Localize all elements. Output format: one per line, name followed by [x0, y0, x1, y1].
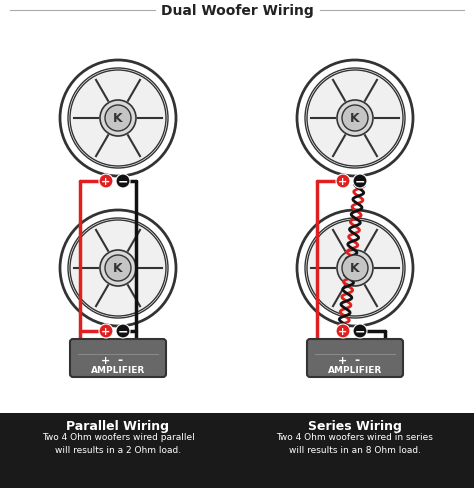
Text: −: −	[118, 325, 128, 338]
Bar	[0, 413, 474, 488]
Circle shape	[116, 175, 130, 189]
Circle shape	[99, 325, 113, 338]
Text: K: K	[350, 112, 360, 125]
Circle shape	[307, 221, 403, 316]
Circle shape	[342, 106, 368, 132]
Text: +: +	[338, 177, 347, 186]
FancyBboxPatch shape	[70, 339, 166, 377]
Circle shape	[105, 256, 131, 282]
Text: AMPLIFIER: AMPLIFIER	[328, 366, 382, 375]
Circle shape	[100, 101, 136, 137]
Circle shape	[116, 325, 130, 338]
Text: -: -	[118, 354, 123, 367]
Text: K: K	[113, 262, 123, 275]
Text: +: +	[101, 326, 110, 336]
Text: −: −	[355, 175, 365, 188]
Circle shape	[337, 101, 373, 137]
Circle shape	[99, 175, 113, 189]
Text: Two 4 Ohm woofers wired in series
will results in an 8 Ohm load.: Two 4 Ohm woofers wired in series will r…	[276, 432, 433, 454]
Text: +: +	[338, 355, 347, 365]
Circle shape	[336, 175, 350, 189]
Text: AMPLIFIER: AMPLIFIER	[91, 366, 145, 375]
Circle shape	[353, 325, 367, 338]
Text: Two 4 Ohm woofers wired parallel
will results in a 2 Ohm load.: Two 4 Ohm woofers wired parallel will re…	[42, 432, 194, 454]
Circle shape	[307, 71, 403, 167]
Circle shape	[100, 250, 136, 286]
Text: −: −	[355, 325, 365, 338]
Circle shape	[337, 250, 373, 286]
Text: -: -	[355, 354, 360, 367]
Text: +: +	[101, 355, 110, 365]
Text: Dual Woofer Wiring: Dual Woofer Wiring	[161, 4, 313, 18]
Circle shape	[336, 325, 350, 338]
Text: −: −	[118, 175, 128, 188]
Text: K: K	[113, 112, 123, 125]
Text: Series Wiring: Series Wiring	[308, 420, 402, 433]
FancyBboxPatch shape	[307, 339, 403, 377]
Circle shape	[353, 175, 367, 189]
Text: +: +	[101, 177, 110, 186]
Text: +: +	[338, 326, 347, 336]
Circle shape	[70, 71, 166, 167]
Circle shape	[70, 221, 166, 316]
Circle shape	[342, 256, 368, 282]
Circle shape	[105, 106, 131, 132]
Text: K: K	[350, 262, 360, 275]
Text: Parallel Wiring: Parallel Wiring	[66, 420, 170, 433]
